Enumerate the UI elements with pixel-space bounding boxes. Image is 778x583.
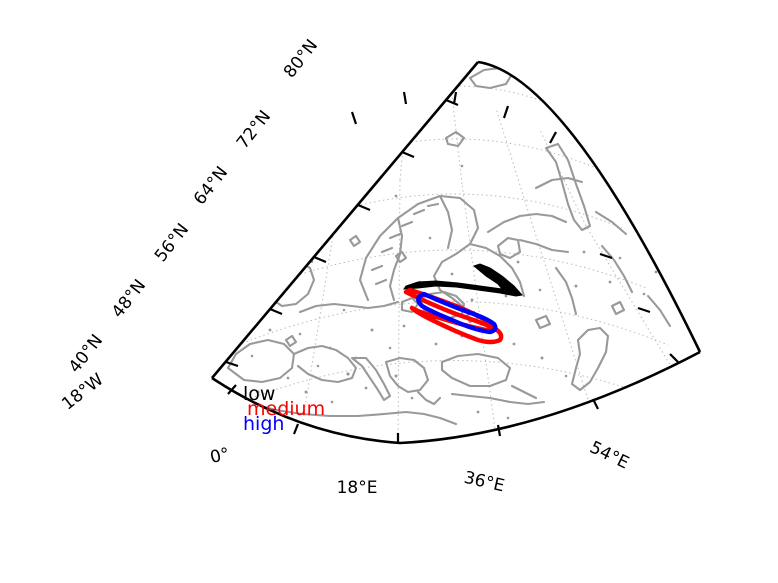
lon-label-36e: 36°E [462,468,506,497]
lat-label-56: 56°N [151,220,193,266]
lat-label-40: 40°N [65,331,107,377]
coastlines [212,62,686,426]
legend-item-low: low [243,383,276,405]
lat-label-64: 64°N [190,163,232,209]
graticule [212,85,673,443]
legend-item-high: high [243,413,285,435]
lat-label-72: 72°N [233,107,275,153]
lon-label-18w: 18°W [58,370,107,415]
lon-label-0: 0° [208,444,231,468]
map-boundary-top [286,146,622,236]
legend-item-medium: medium [247,398,326,420]
axis-ticks [225,91,679,444]
contour-low [403,263,523,297]
coastline-speckle [234,164,658,422]
lat-label-48: 48°N [108,276,150,322]
map-boundary [211,60,702,445]
lat-label-80: 80°N [280,36,322,82]
lon-label-18e: 18°E [337,478,378,498]
contour-high [416,291,498,335]
lon-label-54e: 54°E [586,438,632,474]
latitude-labels: 80°N 72°N 64°N 56°N 48°N 40°N [65,36,322,377]
